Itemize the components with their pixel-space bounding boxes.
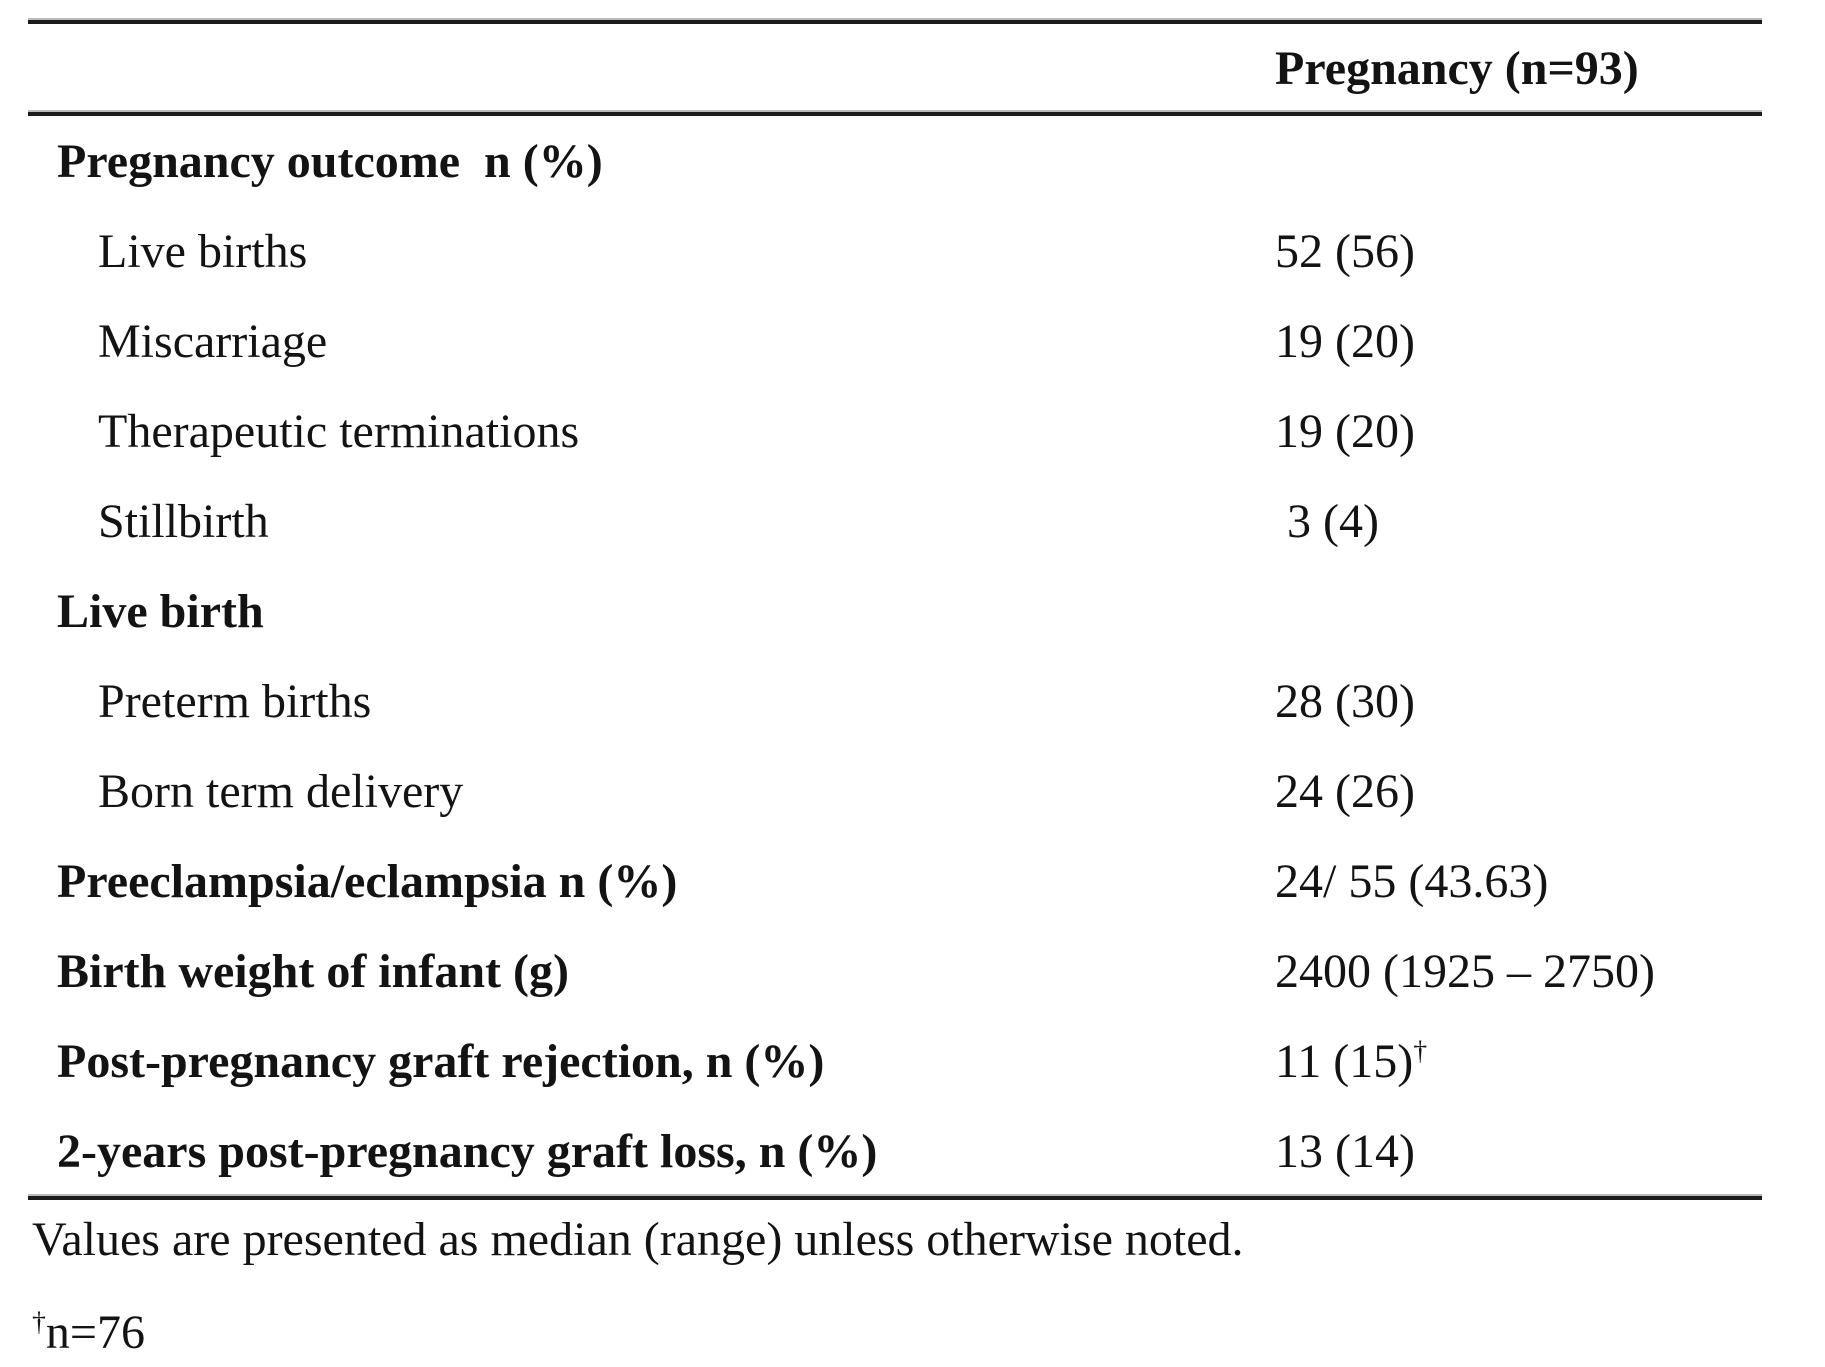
row-value-text: 2400 (1925 – 2750) xyxy=(1275,944,1655,998)
row-value: 13 (14) xyxy=(1275,1124,1415,1179)
row-value: 28 (30) xyxy=(1275,674,1415,729)
row-value: 19 (20) xyxy=(1275,314,1415,369)
row-value: 2400 (1925 – 2750) xyxy=(1275,944,1655,999)
dagger-marker: † xyxy=(32,1307,46,1338)
row-label: Live birth xyxy=(57,584,264,638)
table-row: Therapeutic terminations 19 (20) xyxy=(28,386,1762,476)
row-value-text: 19 (20) xyxy=(1275,404,1415,458)
table-bottom-rule xyxy=(28,1196,1762,1200)
table-row: Miscarriage 19 (20) xyxy=(28,296,1762,386)
row-value-text: 13 (14) xyxy=(1275,1124,1415,1178)
table-row: Stillbirth 3 (4) xyxy=(28,476,1762,566)
row-label: Stillbirth xyxy=(98,494,269,548)
row-value: 11 (15)† xyxy=(1275,1034,1427,1089)
footnote-values-note: Values are presented as median (range) u… xyxy=(32,1213,1244,1266)
table-row: 2-years post-pregnancy graft loss, n (%)… xyxy=(28,1106,1762,1196)
row-value: 24 (26) xyxy=(1275,764,1415,819)
row-value-text: 11 (15) xyxy=(1275,1034,1414,1088)
table-footnotes: Values are presented as median (range) u… xyxy=(32,1206,1244,1360)
table-row: Pregnancy outcome n (%) xyxy=(28,116,1762,206)
footnote-dagger-note: †n=76 xyxy=(32,1305,1244,1360)
row-value: 3 (4) xyxy=(1275,494,1379,549)
table-row: Live births 52 (56) xyxy=(28,206,1762,296)
row-value-text: 19 (20) xyxy=(1275,314,1415,368)
table-row: Preeclampsia/eclampsia n (%) 24/ 55 (43.6… xyxy=(28,836,1762,926)
table-row: Born term delivery 24 (26) xyxy=(28,746,1762,836)
row-value-text: 3 (4) xyxy=(1275,494,1379,548)
row-label: Preeclampsia/eclampsia n (%) xyxy=(57,854,678,908)
table-top-rule xyxy=(28,20,1762,24)
table-body: Pregnancy outcome n (%) Live births 52 (56… xyxy=(28,116,1762,1196)
row-value: 52 (56) xyxy=(1275,224,1415,279)
table-row: Birth weight of infant (g) 2400 (1925 – 2… xyxy=(28,926,1762,1016)
row-label: Post-pregnancy graft rejection, n (%) xyxy=(57,1034,825,1088)
row-value-text: 24 (26) xyxy=(1275,764,1415,818)
row-value-text: 24/ 55 (43.63) xyxy=(1275,854,1549,908)
row-label: Therapeutic terminations xyxy=(98,404,580,458)
row-label: Live births xyxy=(98,224,308,278)
row-label: Birth weight of infant (g) xyxy=(57,944,569,998)
footnote-dagger-text: n=76 xyxy=(45,1306,145,1359)
row-label: Born term delivery xyxy=(98,764,464,818)
row-value-text: 52 (56) xyxy=(1275,224,1415,278)
row-label: 2-years post-pregnancy graft loss, n (%) xyxy=(57,1124,878,1178)
row-label: Miscarriage xyxy=(98,314,328,368)
table-row: Post-pregnancy graft rejection, n (%) 11 … xyxy=(28,1016,1762,1106)
table-row: Live birth xyxy=(28,566,1762,656)
row-value: 24/ 55 (43.63) xyxy=(1275,854,1548,909)
row-label: Preterm births xyxy=(98,674,372,728)
table-row: Preterm births 28 (30) xyxy=(28,656,1762,746)
dagger-marker: † xyxy=(1413,1035,1428,1067)
row-value: 19 (20) xyxy=(1275,404,1415,459)
table-header-row: Pregnancy (n=93) xyxy=(28,24,1762,112)
table-header-rule xyxy=(28,112,1762,116)
column-header-pregnancy: Pregnancy (n=93) xyxy=(1275,41,1639,95)
row-value-text: 28 (30) xyxy=(1275,674,1415,728)
row-label: Pregnancy outcome n (%) xyxy=(57,134,603,188)
outcomes-table: Pregnancy (n=93) Pregnancy outcome n (%)… xyxy=(28,20,1762,1200)
